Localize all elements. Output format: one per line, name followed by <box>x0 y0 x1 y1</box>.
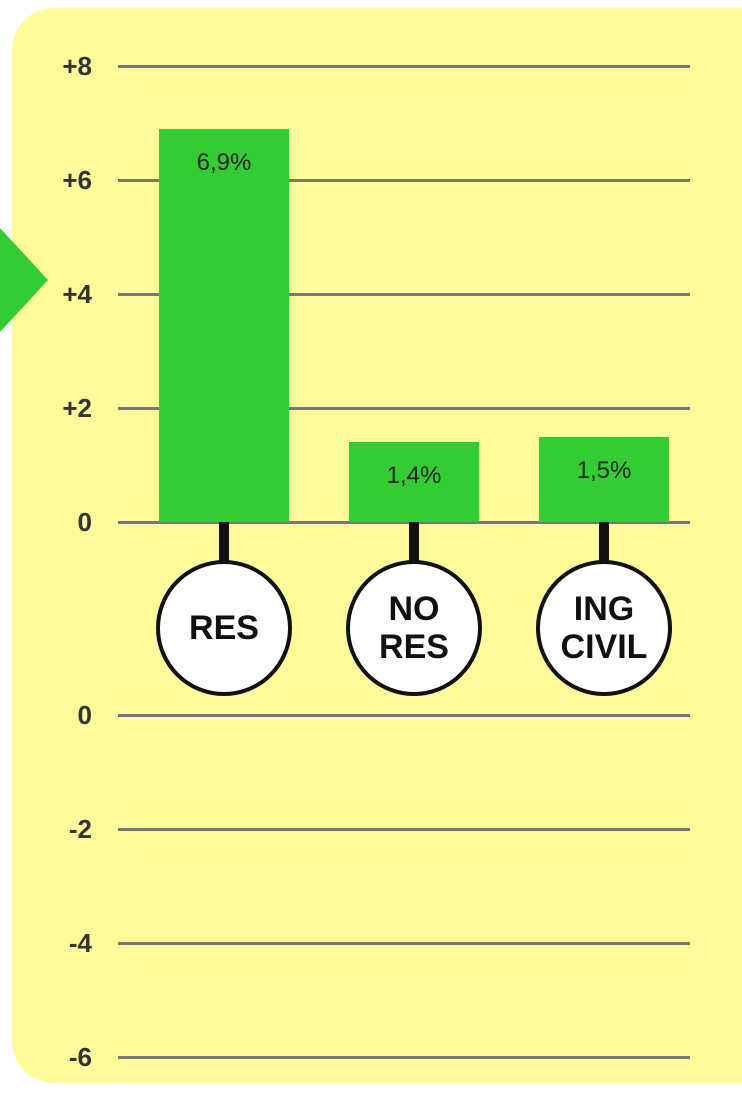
bar <box>349 442 479 522</box>
connector <box>409 522 419 566</box>
y-tick-label: -6 <box>68 1042 92 1072</box>
y-tick-label: +6 <box>62 165 92 195</box>
value-label: 1,5% <box>576 456 632 484</box>
grid-line <box>118 827 690 831</box>
category-label: ING CIVIL <box>560 590 648 666</box>
y-tick-label: -4 <box>68 928 92 958</box>
y-tick-label: +8 <box>62 51 92 81</box>
value-label: 6,9% <box>196 148 252 176</box>
pointer-arrow <box>0 228 48 332</box>
y-tick-label: +2 <box>62 393 92 423</box>
grid-line <box>118 520 690 524</box>
category-badge: RES <box>156 560 292 696</box>
value-label: 1,4% <box>386 462 442 490</box>
grid-line <box>118 178 690 182</box>
grid-line <box>118 406 690 410</box>
chart-panel <box>12 8 742 1083</box>
y-tick-label: +4 <box>62 279 92 309</box>
y-tick-label: 0 <box>77 700 92 730</box>
grid-line <box>118 941 690 945</box>
connector <box>219 522 229 566</box>
y-tick-label: 0 <box>77 507 92 537</box>
y-tick-label: -2 <box>68 814 92 844</box>
grid-line <box>118 292 690 296</box>
connector <box>599 522 609 566</box>
grid-line <box>118 1055 690 1059</box>
category-label: NO RES <box>379 590 449 666</box>
category-badge: NO RES <box>346 560 482 696</box>
category-badge: ING CIVIL <box>536 560 672 696</box>
bar <box>539 436 669 522</box>
grid-line <box>118 713 690 717</box>
grid-line <box>118 64 690 68</box>
category-label: RES <box>189 609 259 647</box>
bar <box>159 128 289 522</box>
